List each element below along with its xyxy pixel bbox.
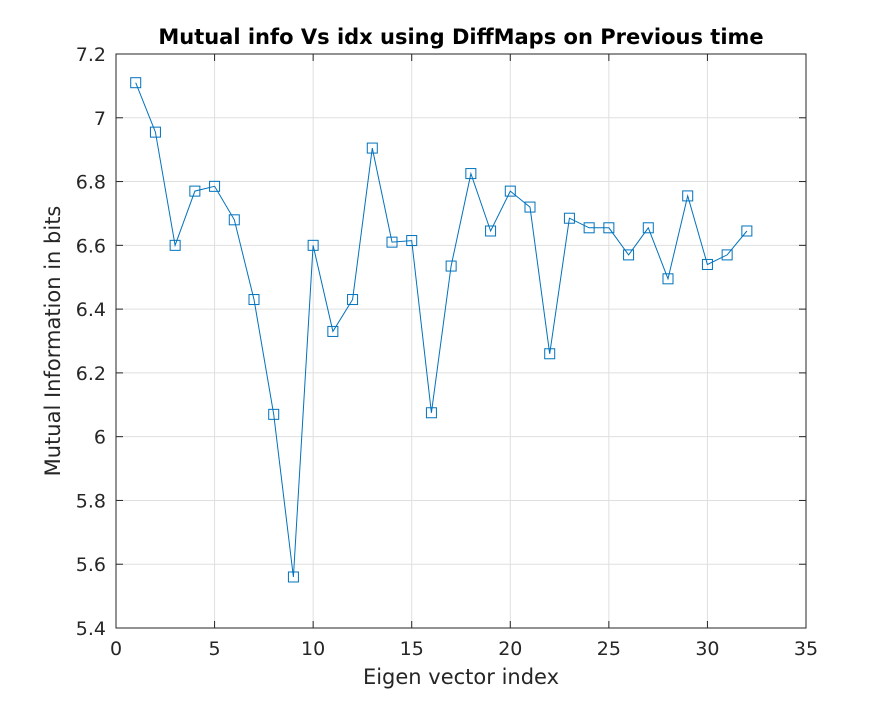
data-point-marker [682,190,694,202]
y-tick-label: 7 [94,108,106,130]
data-point-marker [406,235,418,247]
y-tick-label: 5.8 [76,490,106,512]
data-point-marker [209,180,221,192]
data-point-marker [485,225,497,237]
data-point-marker [228,214,240,226]
data-point-marker [721,249,733,261]
x-tick-label: 0 [110,638,122,660]
data-point-marker [268,408,280,420]
data-point-marker [386,236,398,248]
x-axis-label: Eigen vector index [363,665,559,689]
x-tick-label: 25 [597,638,621,660]
y-axis-label: Mutual Information in bits [41,206,65,477]
chart-title: Mutual info Vs idx using DiffMaps on Pre… [158,25,763,49]
x-tick-labels: 0 5 10 15 20 25 30 35 [110,638,818,660]
y-tick-label: 6.6 [76,235,106,257]
data-point-marker [741,225,753,237]
y-tick-label: 6.2 [76,363,106,385]
data-point-marker [504,185,516,197]
y-tick-labels: 5.4 5.6 5.8 6 6.2 6.4 6.6 6.8 7 7.2 [76,44,106,640]
data-point-marker [465,168,477,180]
data-point-marker [248,294,260,306]
plot-area [116,54,806,628]
data-point-marker [701,258,713,270]
data-point-marker [169,239,181,251]
data-point-marker [189,185,201,197]
x-tick-label: 35 [794,638,818,660]
data-point-marker [623,249,635,261]
data-point-marker [327,325,339,337]
data-point-marker [544,348,556,360]
y-tick-label: 6.4 [76,299,106,321]
data-point-marker [347,294,359,306]
data-point-marker [524,201,536,213]
data-point-marker [149,126,161,138]
data-point-marker [603,222,615,234]
x-tick-label: 30 [695,638,719,660]
y-tick-label: 5.4 [76,618,106,640]
data-point-marker [425,407,437,419]
y-tick-label: 6.8 [76,172,106,194]
x-tick-label: 20 [498,638,522,660]
y-tick-label: 7.2 [76,44,106,66]
series-markers [130,77,753,583]
data-point-marker [662,273,674,285]
plot-frame [115,53,807,629]
data-point-marker [445,260,457,272]
y-tick-label: 6 [94,427,106,449]
x-tick-label: 10 [301,638,325,660]
x-tick-label: 5 [209,638,221,660]
data-point-marker [130,77,142,89]
data-point-marker [563,212,575,224]
data-point-marker [583,222,595,234]
data-point-marker [642,222,654,234]
axis-ticks [115,53,807,629]
data-point-marker [307,239,319,251]
data-point-marker [366,142,378,154]
data-point-marker [287,571,299,583]
y-tick-label: 5.6 [76,554,106,576]
x-tick-label: 15 [400,638,424,660]
